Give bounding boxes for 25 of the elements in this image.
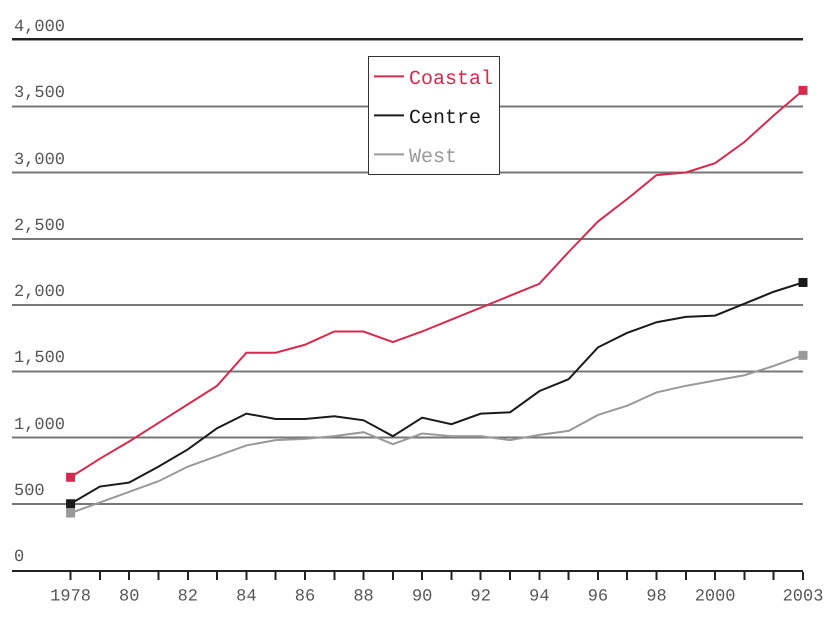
x-tick-label: 2000 [694,587,736,606]
y-tick-label: 1,000 [14,416,66,435]
x-tick-label: 94 [529,587,550,606]
x-tick-label: 2003 [782,587,824,606]
x-tick-label: 82 [178,587,198,606]
y-tick-label: 1,500 [14,349,66,368]
x-tick-label: 96 [588,587,608,606]
x-tick-label: 90 [412,587,432,606]
legend-label: Centre [408,107,481,130]
y-tick-label: 0 [14,548,24,567]
y-tick-label: 2,500 [14,217,66,236]
y-tick-label: 4,000 [14,18,66,37]
x-tick-label: 98 [646,587,667,606]
y-tick-label: 3,500 [14,84,66,103]
y-tick-label: 2,000 [14,283,66,302]
x-tick-label: 92 [470,587,491,606]
x-tick-label: 86 [294,587,316,606]
legend-label: Coastal [408,68,493,92]
x-tick-label: 84 [236,587,257,606]
legend-label: West [408,146,457,170]
x-tick-label: 1978 [50,587,91,606]
x-tick-label: 88 [353,587,374,606]
y-tick-label: 500 [14,482,45,501]
y-tick-label: 3,000 [14,151,66,170]
x-tick-label: 80 [118,587,140,606]
